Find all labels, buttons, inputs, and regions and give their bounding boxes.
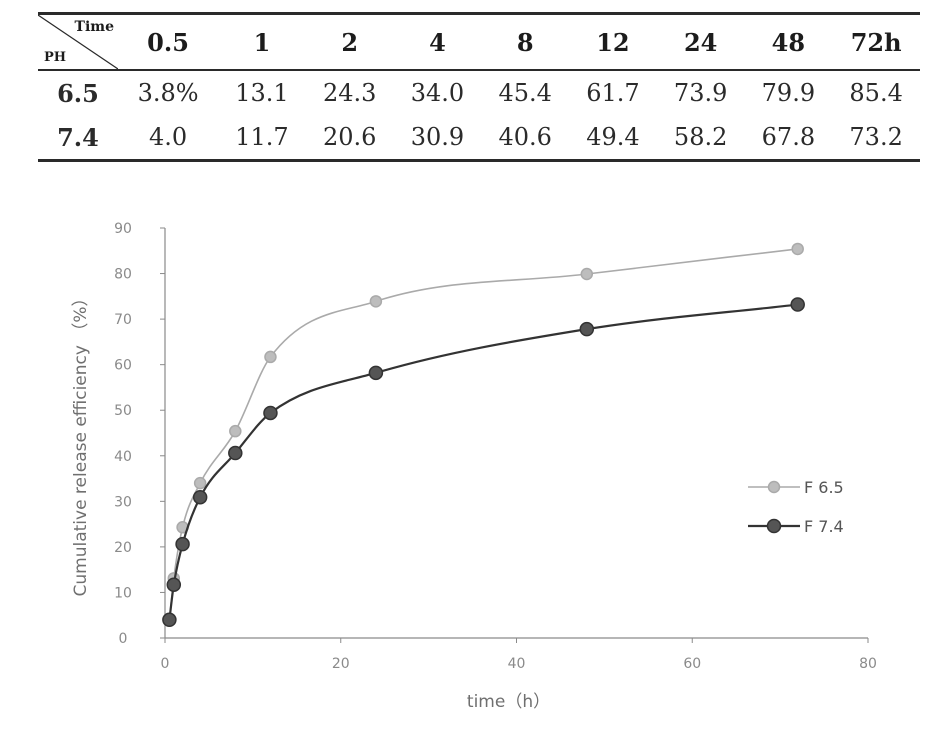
legend-label-2: F 7.4 xyxy=(804,517,844,536)
data-point-series-2 xyxy=(175,536,190,552)
table-cell: 45.4 xyxy=(498,79,552,107)
table-row-ph: 7.4 xyxy=(57,122,99,152)
y-tick-label: 30 xyxy=(114,494,132,510)
table-cell: 24.3 xyxy=(322,79,377,107)
table-cell: 30.9 xyxy=(410,123,465,151)
data-point-series-1 xyxy=(193,476,207,490)
table-header-time: 24 xyxy=(683,27,718,57)
table-corner-cell: Time PH xyxy=(38,14,118,71)
table-cell: 73.2 xyxy=(849,123,903,151)
data-point-series-1 xyxy=(369,295,383,308)
table-cell: 67.8 xyxy=(761,123,816,151)
data-point-series-1 xyxy=(580,267,594,281)
table-cell: 11.7 xyxy=(235,123,289,151)
table-cell: 3.8% xyxy=(137,79,199,107)
y-tick-label: 70 xyxy=(114,312,132,328)
y-axis-title: Cumulative release efficiency （%） xyxy=(71,290,91,597)
table-cell: 40.6 xyxy=(498,123,552,151)
release-data-table: Time PH 0.5 1 2 4 8 12 24 48 72h 6.5 xyxy=(38,12,920,170)
corner-time-label: Time xyxy=(74,19,114,35)
table-cell: 20.6 xyxy=(322,123,377,151)
table-row: 7.4 4.0 11.7 20.6 30.9 40.6 49.4 58.2 67… xyxy=(38,115,920,161)
x-tick-label: 40 xyxy=(508,656,526,672)
corner-diagonal-line xyxy=(38,15,118,69)
series-line-2 xyxy=(168,303,798,620)
data-table: Time PH 0.5 1 2 4 8 12 24 48 72h 6.5 xyxy=(38,12,920,162)
data-point-series-2 xyxy=(166,577,182,592)
x-tick-label: 80 xyxy=(859,656,877,672)
y-tick-label: 50 xyxy=(114,403,132,419)
table-cell: 49.4 xyxy=(586,123,640,151)
table-cell: 79.9 xyxy=(761,79,816,107)
x-tick-label: 60 xyxy=(683,656,701,672)
data-point-series-1 xyxy=(229,424,242,438)
table-header-time: 72h xyxy=(850,27,902,57)
x-axis-title: time（h） xyxy=(467,692,550,712)
table-row-ph: 6.5 xyxy=(57,78,99,108)
legend-label-1: F 6.5 xyxy=(804,478,844,497)
data-point-series-2 xyxy=(192,489,208,505)
data-point-series-1 xyxy=(791,242,804,256)
table-header-time: 4 xyxy=(429,27,446,57)
table-cell: 34.0 xyxy=(410,79,465,107)
data-point-series-2 xyxy=(228,445,243,461)
table-header-time: 0.5 xyxy=(147,27,189,57)
table-cell: 4.0 xyxy=(148,123,188,151)
series-line-1 xyxy=(168,248,798,621)
data-point-series-2 xyxy=(368,365,384,381)
y-tick-label: 90 xyxy=(114,221,132,237)
table-header-time: 48 xyxy=(771,27,806,57)
release-line-chart: 0 10 20 30 40 50 60 70 80 90 0 20 40 60 80 time（h） Cumul… xyxy=(71,221,877,712)
corner-ph-label: PH xyxy=(44,50,67,65)
data-point-series-2 xyxy=(263,405,278,421)
data-point-series-1 xyxy=(264,350,277,364)
x-tick-label: 0 xyxy=(161,656,170,672)
table-header-time: 1 xyxy=(253,27,271,57)
table-header-time: 2 xyxy=(341,27,359,57)
table-row: 6.5 3.8% 13.1 24.3 34.0 45.4 61.7 73.9 7… xyxy=(38,70,920,115)
table-cell: 73.9 xyxy=(673,79,728,107)
table-cell: 13.1 xyxy=(235,79,289,107)
y-tick-label: 10 xyxy=(114,585,132,601)
table-cell: 61.7 xyxy=(586,79,640,107)
data-point-series-2 xyxy=(790,297,805,312)
x-tick-label: 20 xyxy=(332,656,350,672)
y-tick-label: 20 xyxy=(114,540,132,556)
data-point-series-2 xyxy=(579,321,595,337)
y-tick-label: 40 xyxy=(114,449,132,465)
table-header-row: Time PH 0.5 1 2 4 8 12 24 48 72h xyxy=(38,13,920,71)
table-header-time: 8 xyxy=(516,27,534,57)
table-cell: 58.2 xyxy=(673,123,728,151)
data-point-series-2 xyxy=(162,612,177,628)
y-tick-label: 80 xyxy=(114,267,132,283)
y-tick-label: 0 xyxy=(119,631,128,647)
table-cell: 85.4 xyxy=(849,79,903,107)
y-tick-label: 60 xyxy=(114,358,132,374)
legend-marker-1 xyxy=(767,480,781,494)
legend-marker-2 xyxy=(766,518,782,534)
table-header-time: 12 xyxy=(596,27,630,57)
